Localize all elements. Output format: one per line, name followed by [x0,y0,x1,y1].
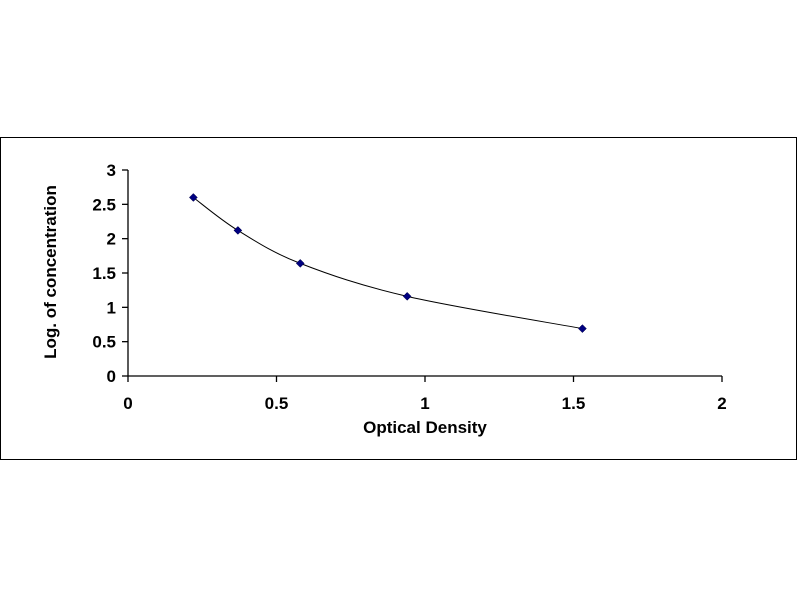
y-tick-label: 3 [107,161,116,180]
y-tick-label: 1 [107,298,116,317]
x-tick-label: 2 [717,394,726,413]
data-point [402,291,412,301]
chart-frame [0,137,797,460]
x-axis-title: Optical Density [363,418,487,437]
y-tick-label: 0 [107,367,116,386]
data-point [295,259,305,268]
data-point [233,226,243,235]
trend-curve-layer [193,197,583,330]
axes: 0 0.5 1 1.5 2 0 0.5 1 1.5 2 2.5 3 [92,161,726,413]
y-tick-label: 0.5 [92,333,116,352]
data-point [188,193,198,202]
data-point [578,324,587,333]
x-tick-label: 0.5 [265,394,289,413]
y-tick-label: 2 [107,230,116,249]
x-tick-label: 1.5 [562,394,586,413]
data-markers [188,193,587,333]
x-tick-label: 1 [420,394,429,413]
y-tick-label: 2.5 [92,195,116,214]
y-axis-title: Log. of concentration [41,185,60,359]
trend-curve [193,197,583,330]
y-tick-label: 1.5 [92,264,116,283]
x-tick-label: 0 [123,394,132,413]
